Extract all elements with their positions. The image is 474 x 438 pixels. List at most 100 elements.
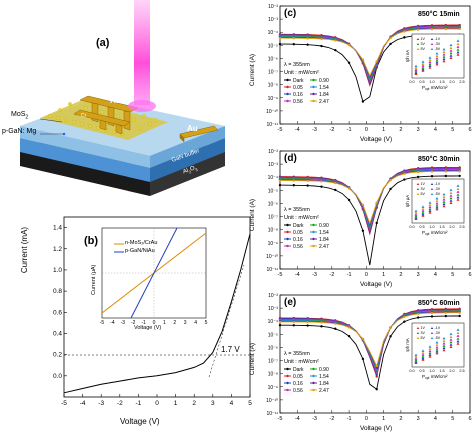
x-tick-label: -1 (347, 416, 352, 422)
x-tick-label: 0 (365, 272, 368, 278)
legend-1.54: 1.54 (319, 230, 329, 236)
inset-marker (421, 64, 425, 67)
x-tick-label: 6 (468, 272, 471, 278)
y-tick-label: 10⁻⁵ (268, 332, 278, 338)
inset-marker (428, 209, 432, 212)
data-point (375, 371, 378, 375)
x-tick-label: -5 (278, 127, 283, 133)
x-tick-label: 0 (365, 127, 368, 133)
y-tick-label: 10⁻² (268, 293, 278, 299)
inset-marker (428, 349, 432, 353)
data-point (430, 170, 434, 173)
inset-marker (449, 51, 453, 55)
inset-marker (449, 338, 453, 341)
x-tick-label: -3 (312, 127, 317, 133)
inset-marker (421, 205, 425, 208)
data-point (389, 178, 392, 182)
inset-marker (428, 201, 432, 204)
inset-marker (442, 200, 446, 203)
y-tick-label: 1.2 (53, 246, 62, 253)
legend-2.47: 2.47 (319, 244, 329, 250)
data-point (320, 44, 323, 48)
inset-marker (421, 353, 425, 356)
data-point (278, 323, 282, 327)
inset-marker (428, 205, 432, 209)
x-tick-label: -4 (295, 127, 300, 133)
legend-1.84: 1.84 (319, 381, 329, 387)
inset-marker (421, 209, 425, 212)
inset-marker (456, 334, 460, 337)
au-top-label: Au (110, 96, 121, 105)
series-1.54 (280, 169, 460, 229)
data-point (292, 37, 296, 40)
inset-marker (442, 339, 446, 342)
inset-x-tick: 2.0 (449, 80, 454, 84)
inset-marker (421, 207, 425, 210)
series-0.90 (280, 168, 460, 231)
iv-chart-b: -5 -4 -3 -2 -1 0 1 2 3 4 5 0.0 0.2 0.4 0.6 0.8 1.0 1.2 1.4… (53, 216, 252, 407)
data-point (444, 314, 448, 318)
bias-legend--1V: -1V (435, 326, 441, 330)
data-point (320, 180, 323, 183)
y-tick-label: 0.8 (53, 288, 62, 295)
au-right-label: Au (187, 124, 198, 133)
data-point (430, 311, 434, 315)
inset-x-tick: 2.5 (459, 369, 464, 373)
inset-marker (456, 337, 460, 340)
bias-legend-1V: 1V (421, 326, 426, 330)
inset-marker (449, 56, 453, 59)
legend-0.90: 0.90 (319, 78, 329, 84)
inset-marker (435, 345, 439, 349)
data-point (361, 100, 365, 103)
data-point (389, 326, 392, 329)
y-tick-label: 10⁻⁵ (268, 43, 278, 49)
x-tick-label: -2 (117, 400, 123, 407)
inset-marker (456, 187, 460, 190)
y-tick-label: 10⁻⁹ (268, 385, 278, 391)
x-tick-label: 4 (434, 416, 437, 422)
inset-marker (421, 355, 425, 358)
legend-mos2: n-MoS₂/CrAu (125, 240, 158, 246)
data-point (320, 37, 323, 41)
inset-marker (449, 201, 453, 204)
series-0.56 (280, 168, 460, 232)
x-tick-label: 4 (434, 272, 437, 278)
inset-x-tick: 2 (173, 320, 176, 326)
x-tick-label: 6 (468, 416, 471, 422)
inset-marker (442, 57, 446, 61)
data-point (375, 60, 378, 63)
data-point (347, 334, 351, 338)
y-tick-label: 10⁻⁷ (268, 70, 278, 76)
data-point (403, 315, 406, 319)
data-point (347, 326, 351, 329)
inset-y-label: Iph μA (405, 195, 410, 207)
legend-0.05: 0.05 (293, 374, 303, 380)
data-point (361, 203, 365, 207)
mos2-label: MoS2 (11, 111, 29, 121)
panel-title: 850°C 30min (418, 155, 460, 163)
legend-0.56: 0.56 (293, 244, 303, 250)
inset-marker (442, 59, 446, 63)
inset-marker (414, 71, 418, 74)
legend-0.16: 0.16 (293, 237, 303, 243)
bias-legend-3V: 3V (421, 331, 426, 335)
data-point (444, 174, 448, 178)
panel-a-label: (a) (96, 37, 110, 49)
legend-0.05: 0.05 (293, 85, 303, 91)
bias-legend--3V: -3V (435, 42, 441, 46)
data-point (403, 172, 406, 175)
bias-legend--1V: -1V (435, 182, 441, 186)
inset-marker (449, 340, 453, 344)
data-point (430, 315, 434, 318)
inset-x-tick: 0.5 (419, 225, 424, 229)
data-point (347, 187, 351, 190)
inset-marker (435, 56, 439, 60)
inset-marker (414, 358, 418, 362)
inset-marker (414, 213, 418, 216)
data-point (278, 320, 282, 324)
data-point (375, 373, 378, 376)
inset-b-legend: n-MoS₂/CrAu p-GaN/NiAu (125, 239, 157, 255)
x-tick-label: 2 (192, 400, 196, 407)
legend-1.54: 1.54 (319, 374, 329, 380)
inset-marker (421, 351, 425, 354)
